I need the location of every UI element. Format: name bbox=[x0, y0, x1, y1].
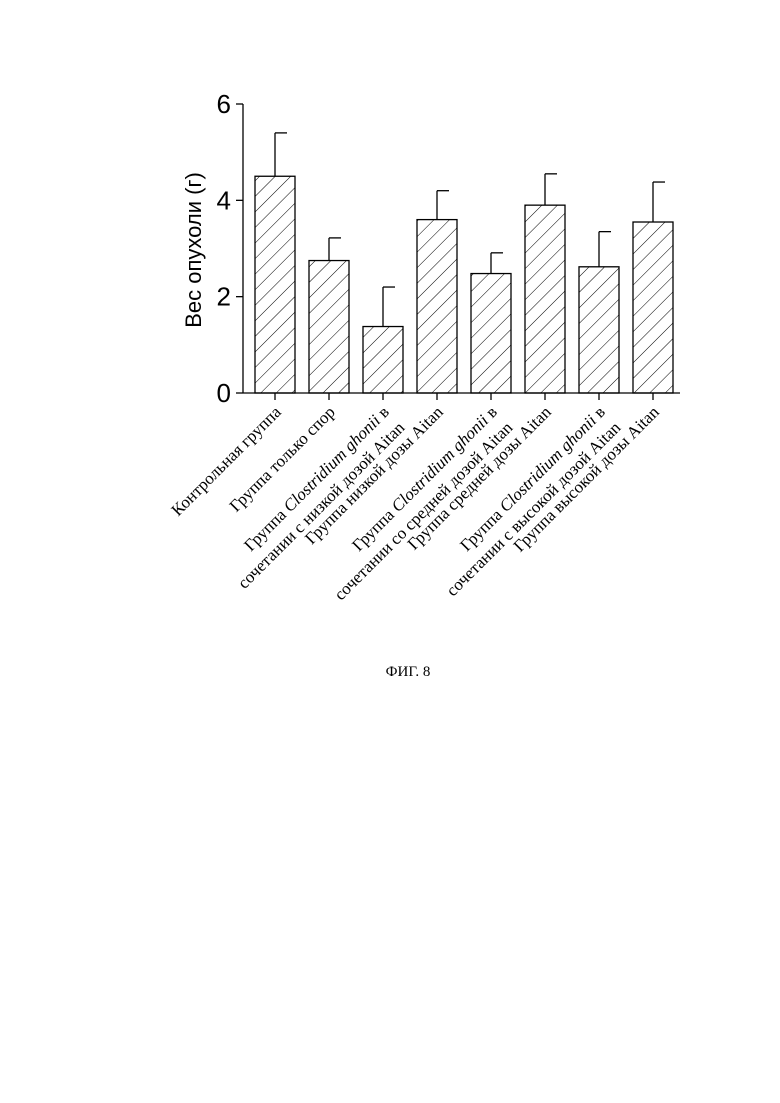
bar bbox=[579, 267, 619, 393]
y-axis-label: Вес опухоли (г) bbox=[181, 172, 206, 328]
plot-area: 0246Вес опухоли (г)Контрольная группаГру… bbox=[167, 89, 680, 604]
bar bbox=[417, 220, 457, 393]
bar bbox=[471, 274, 511, 393]
y-tick-label: 2 bbox=[217, 282, 231, 312]
figure-caption: ФИГ. 8 bbox=[0, 664, 780, 681]
bar bbox=[309, 261, 349, 393]
y-tick-label: 0 bbox=[217, 378, 231, 408]
bar-chart: 0246Вес опухоли (г)Контрольная группаГру… bbox=[0, 0, 780, 700]
y-tick-label: 4 bbox=[217, 185, 231, 215]
bar bbox=[525, 205, 565, 393]
bar bbox=[363, 327, 403, 393]
y-tick-label: 6 bbox=[217, 89, 231, 119]
bar bbox=[633, 222, 673, 393]
bar bbox=[255, 176, 295, 393]
